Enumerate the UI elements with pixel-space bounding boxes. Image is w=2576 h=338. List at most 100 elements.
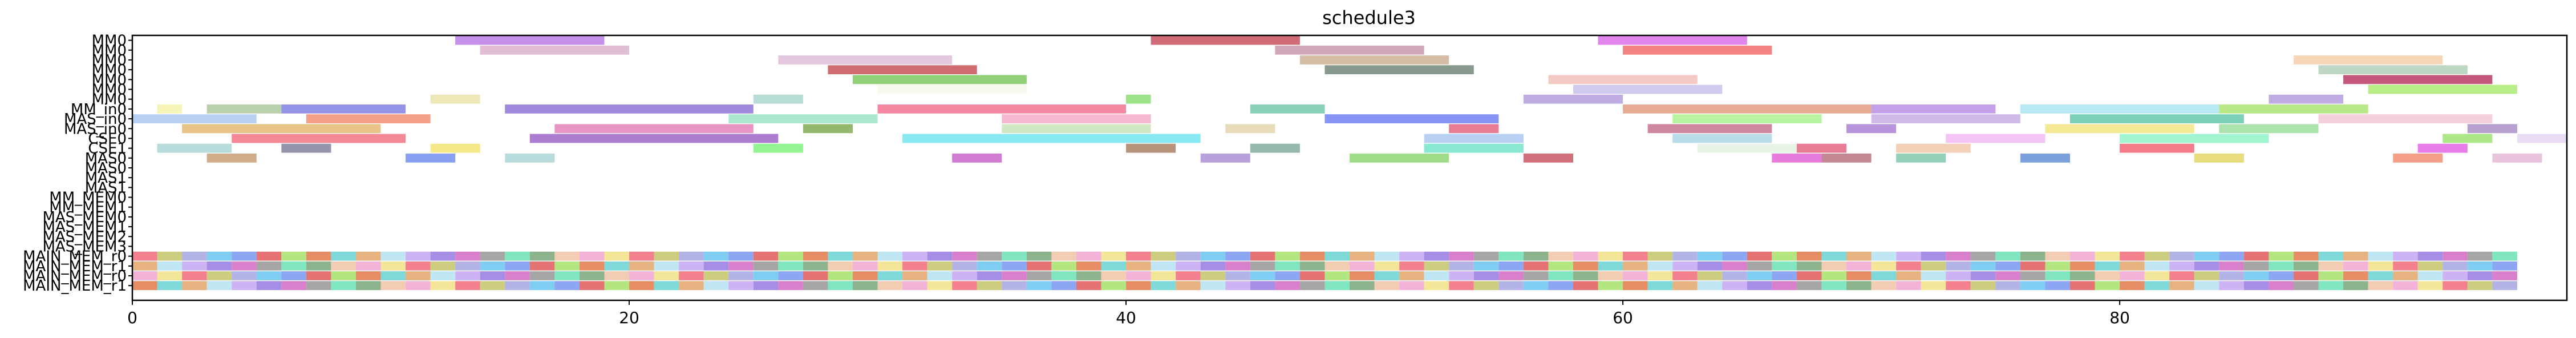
memory-bar [331, 281, 356, 291]
memory-bar [1498, 271, 1524, 280]
memory-bar [604, 251, 630, 261]
memory-bar [828, 261, 853, 271]
y-tick-label: MAIN_MEM_r1 [23, 258, 127, 275]
memory-bar [1548, 261, 1573, 271]
memory-bar [281, 261, 306, 271]
memory-bar [232, 271, 257, 280]
memory-bar [1250, 251, 1275, 261]
memory-bar [977, 251, 1002, 261]
task-bar [902, 134, 1201, 143]
memory-bar [803, 251, 828, 261]
task-bar [1821, 153, 1872, 163]
y-tick-label: MM0 [92, 52, 127, 69]
task-bar [1424, 134, 1524, 143]
memory-bar [1399, 271, 1424, 280]
memory-bar [1101, 281, 1127, 291]
memory-bar [2045, 261, 2070, 271]
memory-bar [1374, 251, 1400, 261]
memory-bar [157, 281, 183, 291]
memory-bar [1623, 261, 1648, 271]
task-bar [778, 55, 953, 65]
memory-bar [1573, 261, 1598, 271]
memory-bar [1101, 251, 1127, 261]
memory-bar [1573, 271, 1598, 280]
task-bar [1126, 143, 1176, 153]
y-tick-label: CSE1 [88, 140, 127, 158]
memory-bar [480, 271, 505, 280]
memory-bar [852, 281, 878, 291]
memory-bar [877, 281, 903, 291]
memory-bar [1026, 251, 1052, 261]
memory-bar [1275, 261, 1300, 271]
memory-bar [1995, 271, 2020, 280]
memory-bar [1101, 261, 1127, 271]
memory-bar [952, 261, 977, 271]
memory-bar [753, 251, 779, 261]
memory-bar [803, 281, 828, 291]
memory-bar [132, 261, 157, 271]
task-bar [206, 104, 282, 114]
memory-bar [430, 261, 456, 271]
task-bar [1424, 143, 1524, 153]
memory-bar [852, 271, 878, 280]
memory-bar [1151, 251, 1176, 261]
y-tick-label: MM_MEM0 [49, 190, 127, 207]
memory-bar [1871, 261, 1897, 271]
x-tick-label: 40 [1116, 308, 1136, 327]
memory-bar [2095, 281, 2120, 291]
memory-bar [2417, 251, 2443, 261]
task-bar [1672, 114, 1822, 123]
memory-bar [1424, 271, 1449, 280]
memory-bar [2243, 281, 2269, 291]
task-bar [1299, 55, 1449, 65]
memory-bar [2467, 251, 2493, 261]
memory-bar [480, 281, 505, 291]
memory-bar [1325, 271, 1350, 280]
task-bar [281, 143, 331, 153]
memory-bar [406, 251, 431, 261]
y-tick-label: MAS_MEM3 [42, 238, 127, 255]
memory-bar [1722, 271, 1747, 280]
memory-bar [703, 271, 729, 280]
memory-bar [2343, 271, 2368, 280]
memory-bar [1424, 261, 1449, 271]
memory-bar [1796, 281, 1822, 291]
memory-bar [206, 281, 232, 291]
memory-bar [2045, 271, 2070, 280]
memory-bar [1126, 251, 1151, 261]
task-bar [455, 35, 605, 45]
memory-bar [1449, 251, 1474, 261]
task-bar [2293, 55, 2443, 65]
memory-bar [1350, 271, 1375, 280]
task-bar [157, 104, 183, 114]
memory-bar [1424, 251, 1449, 261]
memory-bar [1299, 271, 1325, 280]
memory-bar [1449, 281, 1474, 291]
memory-bar [1970, 261, 1996, 271]
memory-bar [1995, 251, 2020, 261]
memory-bar [1946, 271, 1971, 280]
memory-bar [2020, 251, 2046, 261]
memory-bar [703, 261, 729, 271]
task-bar [1896, 143, 1971, 153]
memory-bar [2144, 251, 2170, 261]
memory-bar [1772, 251, 1797, 261]
memory-bar [1250, 281, 1275, 291]
memory-bar [778, 271, 803, 280]
memory-bar [2194, 271, 2219, 280]
memory-bar [1076, 281, 1101, 291]
x-tick-label: 0 [127, 308, 137, 327]
memory-bar [1299, 261, 1325, 271]
memory-bar [2095, 251, 2120, 261]
memory-bar [1275, 251, 1300, 261]
memory-bar [654, 271, 679, 280]
memory-bar [803, 261, 828, 271]
memory-bar [877, 261, 903, 271]
memory-bar [1473, 261, 1499, 271]
memory-bar [1747, 271, 1772, 280]
memory-bar [1598, 271, 1623, 280]
y-axis-ticks: MM0MM0MM0MM0MM0MM0MM0MM_in0MAS_in0MAS_in… [23, 33, 132, 295]
memory-bar [430, 281, 456, 291]
memory-bar [2219, 271, 2244, 280]
memory-bar [1076, 261, 1101, 271]
